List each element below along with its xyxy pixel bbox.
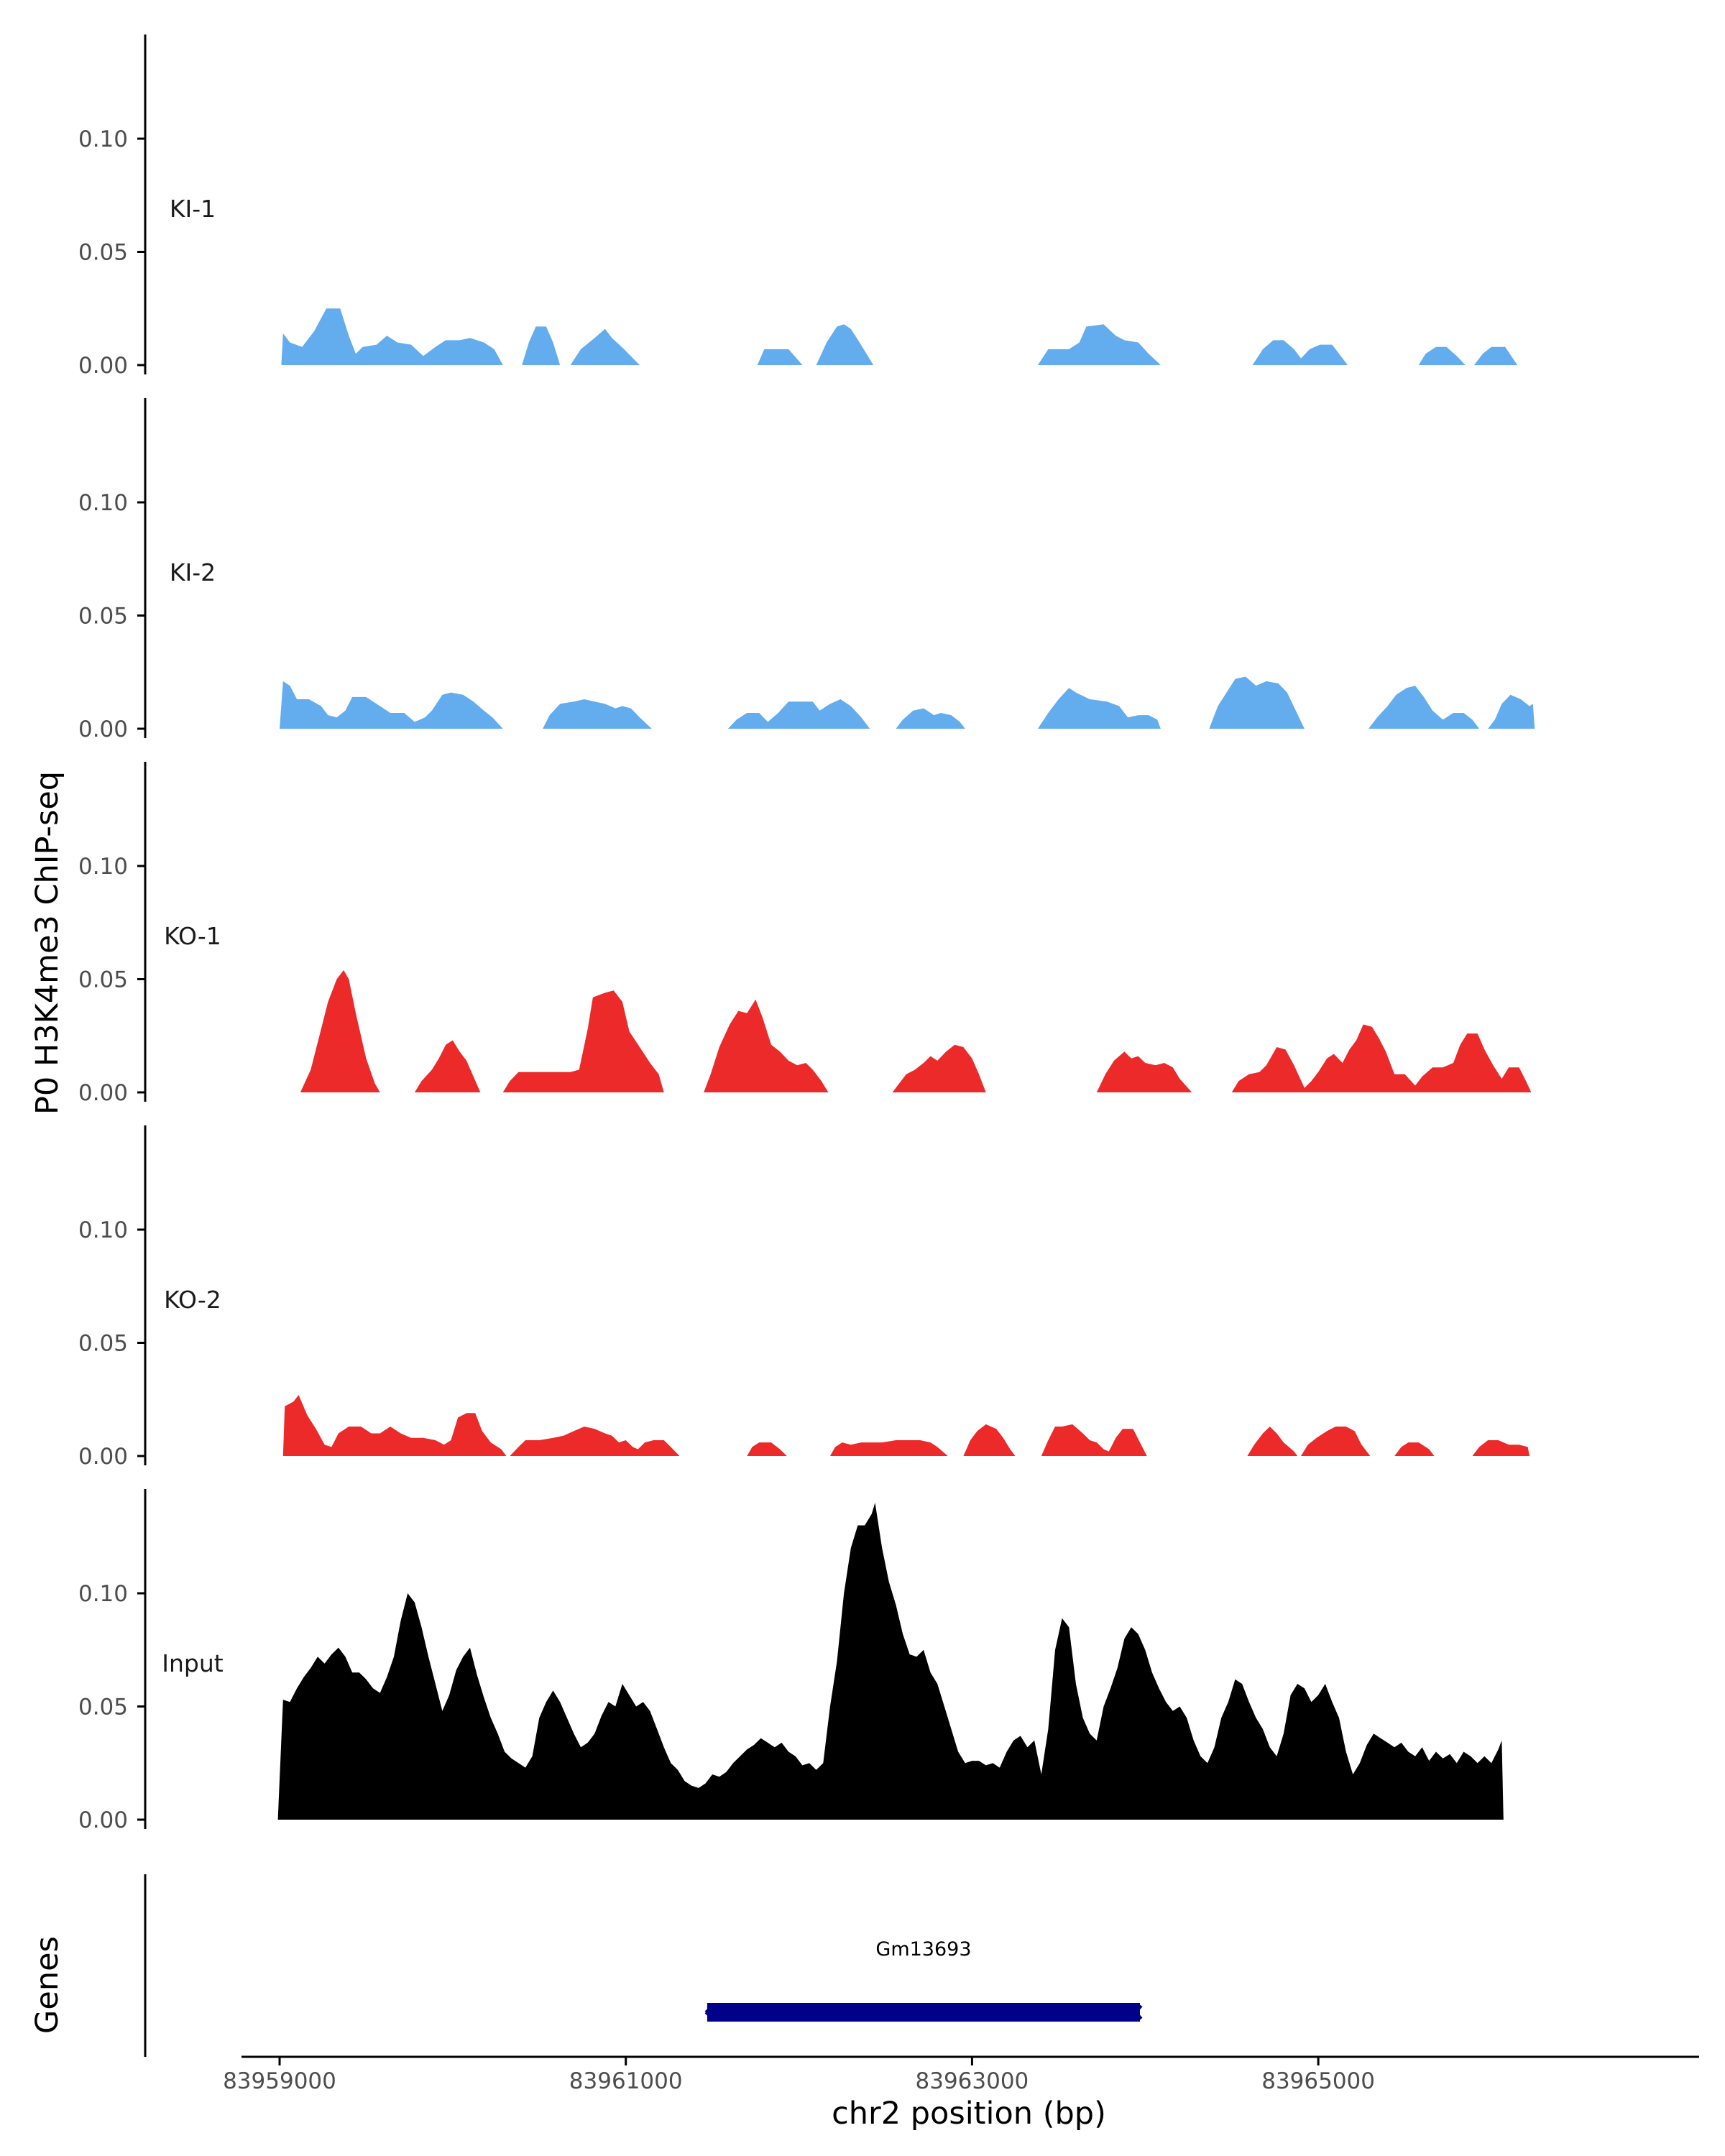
y-tick-label: 0.00 (78, 717, 128, 742)
y-tick-label: 0.05 (78, 240, 128, 266)
track-label: KI-2 (170, 558, 216, 586)
gene-track: Gm13693 (144, 1874, 1143, 2057)
y-axis-title: P0 H3K4me3 ChIP-seq (29, 771, 65, 1115)
coverage-area (1368, 686, 1535, 729)
coverage-area (1247, 1427, 1298, 1456)
x-tick-label: 83959000 (223, 2068, 336, 2094)
gene-label: Gm13693 (875, 1938, 971, 1961)
y-tick-label: 0.10 (78, 126, 128, 152)
track-label: Input (162, 1649, 224, 1677)
coverage-area (282, 1395, 507, 1456)
coverage-area (570, 328, 640, 365)
gene-body (707, 2003, 1141, 2022)
coverage-area (280, 681, 503, 729)
coverage-area (892, 1044, 986, 1092)
coverage-tracks: 0.00 0.05 0.10 KI-1 0.00 0.05 0.10 KI-2 0.00 0.05… (78, 34, 1535, 1833)
y-tick-label: 0.05 (78, 967, 128, 993)
coverage-area (704, 999, 829, 1092)
coverage-area (502, 990, 664, 1092)
track-ki-1: 0.00 0.05 0.10 KI-1 (78, 34, 1518, 379)
genes-track-title: Genes (29, 1936, 65, 2034)
coverage-area (522, 326, 561, 365)
track-label: KO-2 (164, 1286, 221, 1314)
coverage-area (829, 1440, 948, 1456)
coverage-area (414, 1040, 481, 1092)
y-tick-label: 0.00 (78, 1080, 128, 1106)
track-label: KO-1 (164, 922, 221, 950)
y-tick-label: 0.05 (78, 1331, 128, 1357)
coverage-area (1037, 688, 1161, 729)
coverage-area (1231, 1024, 1532, 1092)
coverage-area (757, 349, 803, 365)
x-axis: 83959000 83961000 83963000 83965000 (223, 2055, 1699, 2094)
y-tick-label: 0.00 (78, 353, 128, 379)
y-tick-label: 0.10 (78, 1581, 128, 1607)
x-tick-label: 83961000 (569, 2068, 683, 2094)
y-tick-label: 0.10 (78, 490, 128, 516)
coverage-area (727, 699, 870, 729)
strand-arrow (1133, 2004, 1143, 2020)
coverage-area (277, 1503, 1504, 1820)
strand-arrow (704, 2004, 714, 2020)
coverage-area (1252, 340, 1348, 365)
y-tick-label: 0.10 (78, 1217, 128, 1243)
track-ko-1: 0.00 0.05 0.10 KO-1 (78, 762, 1532, 1106)
track-ki-2: 0.00 0.05 0.10 KI-2 (78, 398, 1535, 742)
track-input: 0.00 0.05 0.10 Input (78, 1489, 1504, 1833)
coverage-area (1394, 1442, 1435, 1456)
y-tick-label: 0.05 (78, 1695, 128, 1720)
coverage-area (1472, 1440, 1530, 1456)
coverage-area (543, 699, 652, 729)
coverage-area (1301, 1427, 1371, 1456)
x-axis-title: chr2 position (bp) (832, 2096, 1106, 2132)
y-tick-label: 0.10 (78, 854, 128, 880)
gene-gm13693: Gm13693 (704, 1938, 1143, 2022)
x-tick-label: 83965000 (1261, 2068, 1375, 2094)
coverage-area (510, 1427, 680, 1456)
coverage-area (1473, 346, 1518, 365)
coverage-area (1209, 676, 1305, 729)
coverage-area (281, 308, 503, 365)
coverage-area (747, 1442, 787, 1456)
coverage-area (963, 1424, 1016, 1456)
coverage-area (896, 708, 965, 729)
coverage-area (816, 324, 874, 365)
y-tick-label: 0.00 (78, 1807, 128, 1833)
y-tick-label: 0.05 (78, 604, 128, 630)
coverage-area (1037, 324, 1161, 365)
x-tick-label: 83963000 (916, 2068, 1029, 2094)
track-ko-2: 0.00 0.05 0.10 KO-2 (78, 1125, 1530, 1470)
coverage-area (300, 969, 380, 1092)
coverage-area (1041, 1424, 1147, 1456)
coverage-area (1096, 1051, 1192, 1092)
track-label: KI-1 (170, 195, 216, 223)
coverage-area (1418, 346, 1466, 365)
y-tick-label: 0.00 (78, 1444, 128, 1470)
